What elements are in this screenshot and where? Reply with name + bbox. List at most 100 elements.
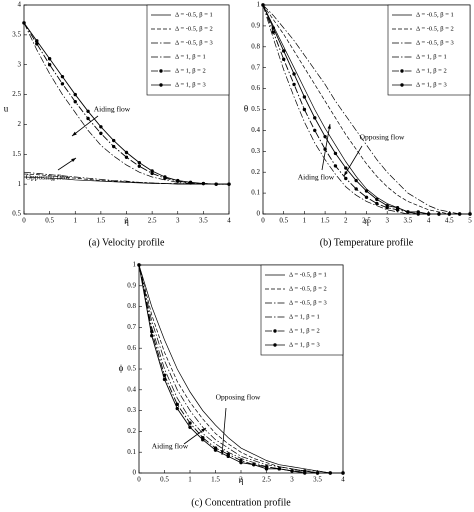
marker [323, 134, 327, 139]
marker [313, 116, 317, 120]
y-tick-label: 0 [257, 210, 261, 218]
x-tick-label: 0.5 [279, 217, 288, 225]
y-tick-label: 0.2 [127, 427, 136, 435]
y-tick-label: 0.3 [127, 406, 136, 414]
annotation-arrow [71, 115, 99, 137]
marker [99, 131, 103, 136]
marker [163, 175, 167, 179]
marker [188, 425, 192, 429]
x-tick-label: 1 [188, 476, 192, 484]
marker [264, 467, 269, 471]
marker [344, 166, 348, 170]
x-tick-label: 2.5 [148, 217, 157, 225]
marker [226, 454, 230, 459]
annotation: Opposing flow [26, 173, 71, 182]
legend-label: Δ = -0.5, β = 2 [416, 25, 454, 32]
marker [188, 421, 192, 425]
y-tick-label: 1 [18, 180, 22, 188]
y-tick-label: 0.1 [251, 189, 260, 197]
x-tick-label: 4.5 [445, 217, 454, 225]
annotation-arrowhead [71, 158, 76, 163]
line [23, 173, 229, 185]
marker [47, 57, 52, 61]
marker [86, 109, 90, 113]
marker [406, 210, 410, 214]
x-tick-label: 5 [468, 217, 472, 225]
marker [437, 212, 441, 216]
marker [385, 203, 389, 208]
x-tick-label: 3 [385, 217, 389, 225]
x-tick-label: 0 [137, 476, 141, 484]
x-tick-label: 4 [227, 217, 231, 225]
y-tick-label: 4 [18, 1, 22, 9]
marker [73, 100, 77, 104]
legend-marker [159, 83, 163, 87]
marker [282, 57, 286, 62]
annotation-arrowhead [220, 450, 225, 455]
marker [277, 467, 281, 471]
annotation-arrowhead [72, 131, 77, 136]
marker [201, 438, 205, 442]
line [23, 22, 229, 185]
y-tick-label: 0.1 [127, 448, 136, 456]
x-axis-label: η [124, 216, 129, 226]
marker [137, 164, 142, 168]
y-tick-label: 0.5 [12, 210, 21, 218]
y-axis-label: u [4, 104, 9, 114]
legend-label: Δ = 1, β = 3 [289, 341, 320, 348]
marker [124, 155, 129, 159]
legend-label: Δ = -0.5, β = 2 [175, 25, 213, 32]
marker [354, 178, 358, 183]
marker [252, 462, 256, 467]
legend-box [146, 4, 230, 96]
legend-label: Δ = 1, β = 2 [416, 67, 447, 74]
y-tick-label: 0.9 [251, 22, 260, 30]
marker [175, 406, 179, 411]
x-tick-label: 3.5 [404, 217, 413, 225]
line [138, 264, 343, 474]
annotation-arrowhead [201, 428, 206, 433]
y-tick-label: 0 [133, 469, 137, 477]
y-tick-label: 0.2 [251, 168, 260, 176]
legend-label: Δ = -0.5, β = 3 [289, 299, 327, 306]
marker [344, 176, 348, 181]
marker [150, 169, 154, 173]
marker [239, 460, 243, 465]
legend-label: Δ = -0.5, β = 1 [175, 11, 213, 18]
y-tick-label: 2.5 [12, 90, 21, 98]
marker [137, 160, 142, 165]
y-axis-label: θ [244, 104, 248, 114]
marker [60, 74, 65, 79]
annotation: Aiding flow [298, 173, 335, 182]
y-tick-label: 0.3 [251, 147, 260, 155]
legend-label: Δ = -0.5, β = 1 [416, 11, 454, 18]
marker [261, 3, 265, 7]
marker [47, 63, 52, 67]
legend-label: Δ = -0.5, β = 1 [289, 271, 327, 278]
x-tick-label: 0 [261, 217, 265, 225]
marker [150, 171, 154, 176]
marker [137, 263, 141, 267]
legend-label: Δ = 1, β = 1 [175, 53, 206, 60]
line [138, 264, 343, 474]
marker [292, 82, 296, 87]
x-tick-label: 1.5 [211, 476, 220, 484]
marker [124, 150, 129, 155]
x-tick-label: 1 [74, 217, 78, 225]
caption: (b) Temperature profile [320, 237, 414, 248]
marker [22, 21, 26, 25]
marker [214, 182, 218, 186]
marker [426, 212, 431, 216]
legend-marker [400, 69, 404, 73]
y-tick-label: 0.5 [127, 365, 136, 373]
y-tick-label: 1 [133, 261, 137, 269]
marker [271, 26, 276, 30]
annotation: Opposing flow [360, 133, 405, 142]
annotation-arrowhead [327, 124, 331, 129]
y-tick-label: 3.5 [12, 30, 21, 38]
x-tick-label: 4 [341, 476, 345, 484]
marker [468, 212, 472, 216]
legend-box [260, 264, 344, 356]
legend-label: Δ = 1, β = 3 [416, 81, 447, 88]
x-tick-label: 3.5 [313, 476, 322, 484]
